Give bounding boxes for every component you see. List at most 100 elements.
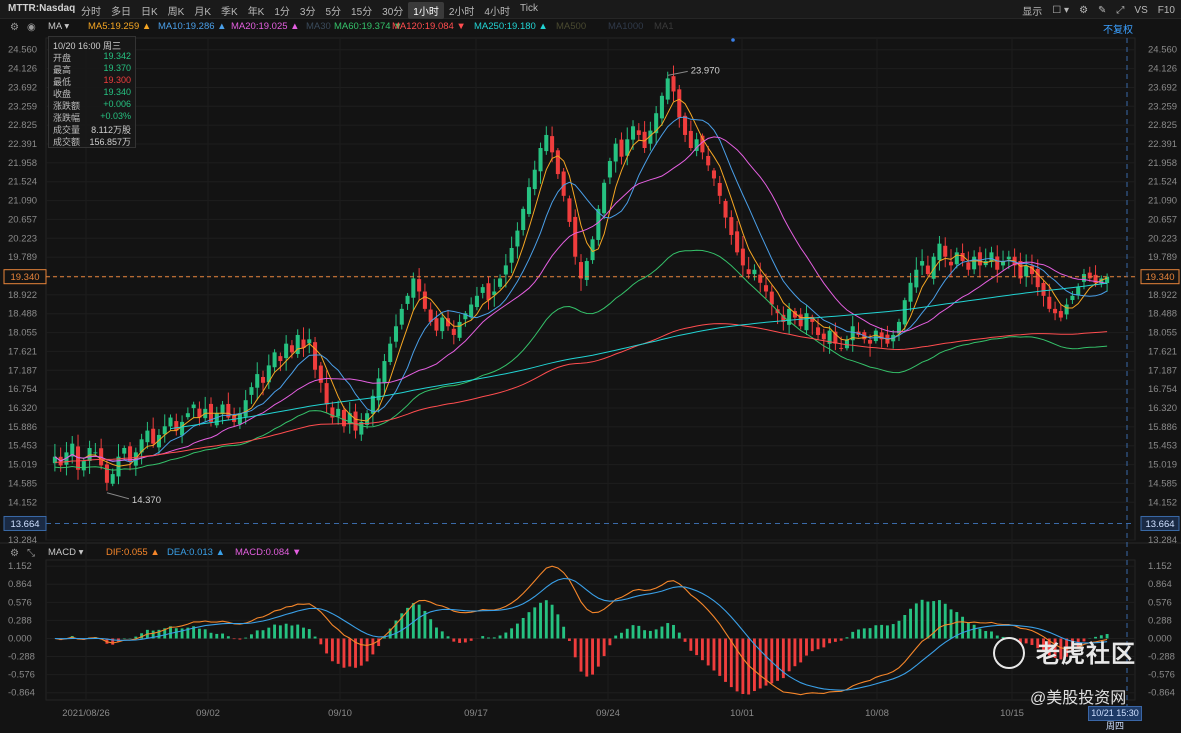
price-tick-left: 18.922 (8, 290, 37, 301)
candle-body (763, 285, 769, 292)
candle-body (821, 333, 826, 340)
candle-body (532, 169, 537, 190)
candle-body (128, 446, 133, 462)
candle-body (509, 248, 514, 263)
price-tick-left: 22.825 (8, 120, 37, 131)
layout-icon[interactable]: ☐ ▾ (1052, 5, 1070, 16)
info-key: 涨跌额 (53, 101, 81, 111)
low-label-left: 13.664 (10, 519, 39, 530)
compare-button[interactable]: VS (1134, 5, 1148, 16)
price-tick-right: 18.922 (1148, 290, 1177, 301)
settings-icon[interactable]: ⚙ (10, 22, 19, 33)
candle-body (359, 421, 364, 435)
candle-body (515, 230, 520, 247)
expand-icon[interactable]: ⤢ (1116, 5, 1125, 16)
display-menu[interactable]: 显示 (1022, 7, 1043, 18)
candle-body (324, 383, 329, 405)
candle-body (87, 448, 92, 461)
ma120-line (54, 323, 1108, 463)
candle-body (735, 231, 740, 253)
candle-body (972, 256, 977, 270)
price-tick-left: 15.019 (8, 460, 37, 471)
tab-period-15[interactable]: Tick (519, 3, 538, 14)
candle-body (284, 343, 289, 359)
macdrow-item-2: DEA:0.013 ▲ (167, 547, 225, 558)
candles-group (52, 65, 1110, 491)
candle-body (948, 261, 954, 266)
tab-period-0[interactable]: 分时 (81, 7, 101, 18)
price-tick-left: 23.692 (8, 82, 37, 93)
price-tick-right: 24.560 (1148, 45, 1177, 56)
draw-pen-icon[interactable]: ✎ (1098, 5, 1107, 16)
f10-button[interactable]: F10 (1157, 5, 1175, 16)
candle-body (804, 313, 809, 331)
candle-body (792, 311, 797, 318)
candle-body (827, 330, 832, 344)
low-label-right: 13.664 (1145, 519, 1174, 530)
tab-period-5[interactable]: 季K (221, 7, 238, 18)
candle-body (388, 343, 393, 362)
tab-period-7[interactable]: 1分 (274, 7, 290, 18)
price-tick-left: 24.560 (8, 45, 37, 56)
tab-period-4[interactable]: 月K (194, 7, 212, 18)
candle-body (417, 279, 422, 292)
eye-icon[interactable]: ◉ (27, 22, 36, 33)
info-date: 10/20 16:00 周三 (53, 41, 122, 51)
candle-body (260, 376, 266, 383)
tab-period-9[interactable]: 5分 (325, 7, 342, 18)
macd-panel-frame (45, 559, 1136, 701)
tab-period-1[interactable]: 多日 (111, 7, 131, 18)
candle-body (561, 171, 566, 196)
macd-legend-row: MACD ▾ DIF:0.055 ▲ DEA:0.013 ▲ MACD:0.084 ▼ (0, 545, 1140, 559)
candle-body (249, 387, 254, 395)
event-dot (731, 38, 735, 42)
candle-body (336, 408, 341, 417)
candle-body (122, 448, 127, 454)
candle-body (434, 318, 439, 331)
candle-body (93, 452, 98, 454)
candle-body (1099, 278, 1104, 284)
price-tick-left: 19.789 (8, 252, 37, 263)
candle-body (1093, 274, 1098, 283)
candle-body (960, 253, 965, 262)
candle-body (850, 326, 855, 341)
ohlc-info-box: 10/20 16:00 周三 开盘 19.342 最高 19.370 最低 19.300 收… (48, 36, 136, 148)
candle-body (521, 208, 526, 231)
candle-body (295, 334, 300, 354)
tab-period-6[interactable]: 年K (247, 7, 265, 18)
tab-period-2[interactable]: 日K (141, 7, 158, 18)
gear-icon[interactable]: ⚙ (1079, 5, 1089, 16)
adjust-mode-dropdown[interactable]: 不复权 (1103, 25, 1133, 36)
tab-period-8[interactable]: 3分 (299, 7, 316, 18)
tab-period-3[interactable]: 周K (167, 7, 185, 18)
candle-body (156, 434, 161, 448)
macd-tick-left: -0.864 (8, 688, 35, 699)
candle-body (446, 318, 451, 327)
marow-item-0[interactable]: MA ▾ (48, 21, 70, 32)
ma60-line (54, 249, 1108, 471)
price-tick-right: 15.886 (1148, 422, 1177, 433)
candle-body (1064, 304, 1069, 315)
time-tick-label: 10/08 (865, 708, 889, 719)
price-tick-right: 18.488 (1148, 309, 1177, 320)
symbol-label[interactable]: MTTR:Nasdaq (8, 3, 76, 14)
macdrow-item-0[interactable]: MACD ▾ (48, 547, 84, 558)
price-tick-right: 22.825 (1148, 120, 1177, 131)
info-row-6: 成交量 8.112万股 (53, 123, 131, 135)
candle-body (966, 262, 971, 270)
info-key: 最高 (53, 65, 72, 75)
tab-period-14[interactable]: 4小时 (484, 7, 510, 18)
price-tick-right: 19.789 (1148, 252, 1177, 263)
macd-expand-icon[interactable]: ⤡ (27, 548, 35, 559)
price-tick-left: 14.152 (8, 497, 37, 508)
crosshair-time-label: 10/21 15:30 周四 (1088, 706, 1142, 731)
info-row-4: 涨跌额 +0.006 (53, 99, 131, 111)
tab-period-13[interactable]: 2小时 (448, 7, 475, 18)
price-tick-right: 17.187 (1148, 365, 1177, 376)
candle-body (52, 456, 57, 464)
tab-period-12[interactable]: 1小时 (408, 2, 444, 19)
macd-settings-icon[interactable]: ⚙ (10, 548, 19, 559)
tab-period-11[interactable]: 30分 (382, 7, 404, 18)
tab-period-10[interactable]: 15分 (351, 7, 373, 18)
